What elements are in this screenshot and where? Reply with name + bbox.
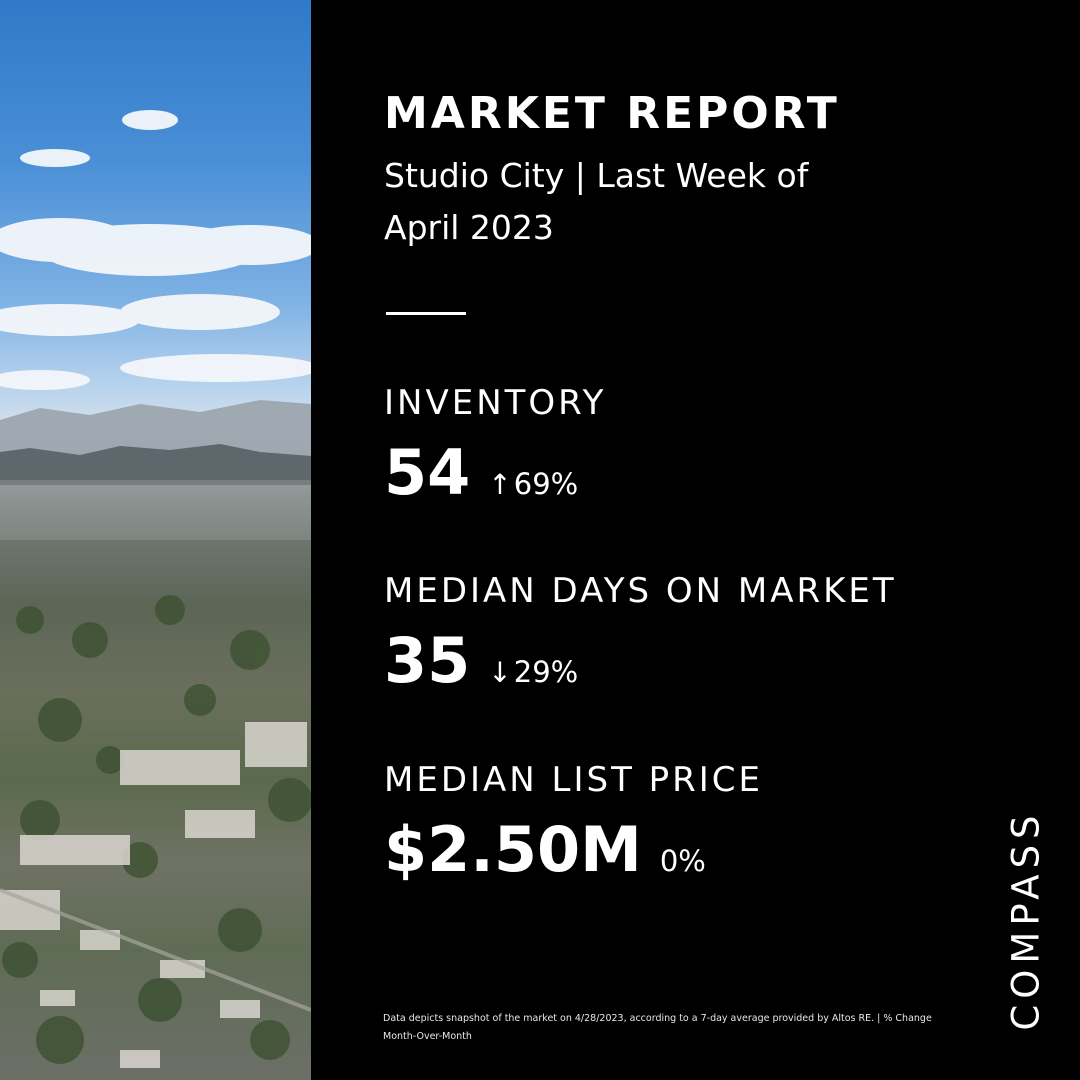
inventory-value-row: 54 ↑ 69% bbox=[384, 438, 578, 508]
inventory-label: INVENTORY bbox=[384, 383, 607, 423]
report-title: MARKET REPORT bbox=[384, 88, 840, 139]
median-days-value-row: 35 ↓ 29% bbox=[384, 626, 578, 696]
median-price-value-row: $2.50M 0% bbox=[384, 815, 706, 885]
median-days-value: 35 bbox=[384, 624, 471, 697]
median-days-change-percent: 29% bbox=[513, 655, 579, 689]
compass-logo-text: COMPASS bbox=[1004, 809, 1048, 1031]
median-price-change: 0% bbox=[660, 844, 706, 878]
median-days-label: MEDIAN DAYS ON MARKET bbox=[384, 571, 897, 611]
aerial-photo-illustration bbox=[0, 110, 311, 1068]
compass-logo: COMPASS bbox=[1001, 800, 1051, 1040]
data-footnote: Data depicts snapshot of the market on 4… bbox=[383, 1013, 932, 1042]
arrow-down-icon: ↓ bbox=[488, 656, 512, 689]
median-days-change: ↓ 29% bbox=[488, 655, 578, 689]
median-price-label: MEDIAN LIST PRICE bbox=[384, 760, 764, 800]
divider-rule bbox=[386, 312, 466, 315]
inventory-change: ↑ 69% bbox=[488, 467, 578, 501]
inventory-change-percent: 69% bbox=[513, 467, 579, 501]
arrow-up-icon: ↑ bbox=[488, 468, 512, 501]
report-panel: MARKET REPORT Studio City | Last Week of… bbox=[311, 0, 1080, 1080]
report-subtitle: Studio City | Last Week of April 2023 bbox=[384, 156, 809, 247]
aerial-city-photo bbox=[0, 0, 311, 1080]
inventory-value: 54 bbox=[384, 436, 471, 509]
median-price-value: $2.50M bbox=[384, 813, 642, 886]
median-price-change-percent: 0% bbox=[659, 844, 706, 878]
